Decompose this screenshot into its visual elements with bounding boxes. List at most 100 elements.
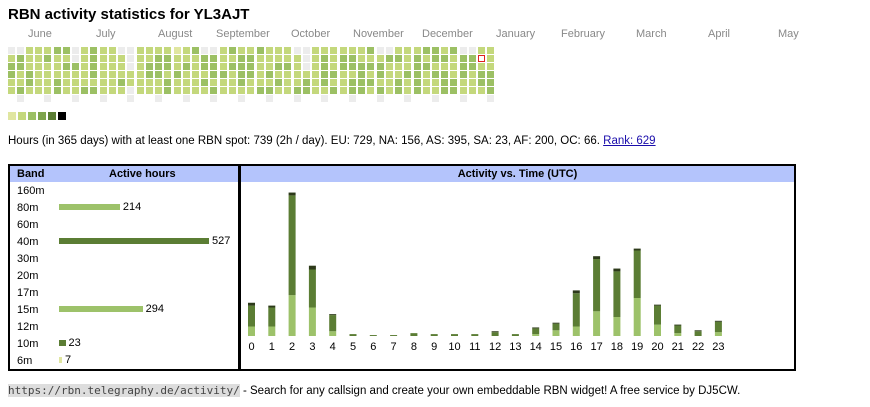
heatmap-day[interactable] (54, 79, 61, 86)
heatmap-day[interactable] (90, 47, 97, 54)
heatmap-day[interactable] (90, 55, 97, 62)
heatmap-day[interactable] (423, 87, 430, 94)
heatmap-day[interactable] (100, 47, 107, 54)
heatmap-day[interactable] (192, 71, 199, 78)
heatmap-day[interactable] (386, 71, 393, 78)
heatmap-day[interactable] (238, 87, 245, 94)
heatmap-day[interactable] (404, 87, 411, 94)
heatmap-day[interactable] (63, 87, 70, 94)
heatmap-day[interactable] (81, 79, 88, 86)
heatmap-day[interactable] (81, 63, 88, 70)
heatmap-day[interactable] (414, 47, 421, 54)
heatmap-day[interactable] (303, 71, 310, 78)
heatmap-day[interactable] (118, 71, 125, 78)
heatmap-day[interactable] (284, 55, 291, 62)
heatmap-day[interactable] (487, 87, 494, 94)
heatmap-day[interactable] (164, 87, 171, 94)
heatmap-day[interactable] (275, 71, 282, 78)
heatmap-day[interactable] (450, 71, 457, 78)
heatmap-day[interactable] (183, 87, 190, 94)
heatmap-day[interactable] (340, 79, 347, 86)
heatmap-day[interactable] (72, 55, 79, 62)
heatmap-day[interactable] (358, 55, 365, 62)
heatmap-day[interactable] (183, 55, 190, 62)
heatmap-day[interactable] (432, 71, 439, 78)
heatmap-day[interactable] (192, 47, 199, 54)
heatmap-day[interactable] (146, 63, 153, 70)
heatmap-day[interactable] (238, 63, 245, 70)
heatmap-day[interactable] (257, 55, 264, 62)
heatmap-day[interactable] (109, 55, 116, 62)
heatmap-day[interactable] (294, 79, 301, 86)
heatmap-day[interactable] (404, 95, 411, 102)
heatmap-day[interactable] (17, 55, 24, 62)
heatmap-day[interactable] (72, 87, 79, 94)
heatmap-day[interactable] (257, 63, 264, 70)
heatmap-day[interactable] (460, 79, 467, 86)
heatmap-day[interactable] (164, 47, 171, 54)
heatmap-day[interactable] (469, 63, 476, 70)
heatmap-day[interactable] (192, 79, 199, 86)
heatmap-day[interactable] (127, 47, 134, 54)
heatmap-day[interactable] (109, 47, 116, 54)
heatmap-day[interactable] (26, 47, 33, 54)
heatmap-day[interactable] (404, 47, 411, 54)
heatmap-day[interactable] (432, 95, 439, 102)
heatmap-day[interactable] (367, 47, 374, 54)
heatmap-day[interactable] (17, 95, 24, 102)
heatmap-day[interactable] (220, 55, 227, 62)
heatmap-day[interactable] (229, 47, 236, 54)
heatmap-day[interactable] (118, 55, 125, 62)
heatmap-day[interactable] (386, 55, 393, 62)
heatmap-day[interactable] (460, 47, 467, 54)
heatmap-day[interactable] (349, 55, 356, 62)
heatmap-day[interactable] (247, 55, 254, 62)
heatmap-day[interactable] (238, 55, 245, 62)
heatmap-day[interactable] (257, 71, 264, 78)
heatmap-day[interactable] (35, 71, 42, 78)
heatmap-day[interactable] (54, 55, 61, 62)
heatmap-day[interactable] (44, 87, 51, 94)
heatmap-day[interactable] (201, 71, 208, 78)
heatmap-day[interactable] (414, 87, 421, 94)
heatmap-day[interactable] (100, 63, 107, 70)
heatmap-day[interactable] (460, 71, 467, 78)
heatmap-day[interactable] (54, 87, 61, 94)
heatmap-day[interactable] (164, 55, 171, 62)
heatmap-day[interactable] (26, 79, 33, 86)
heatmap-day[interactable] (303, 63, 310, 70)
heatmap-day[interactable] (487, 63, 494, 70)
heatmap-day[interactable] (450, 55, 457, 62)
heatmap-day[interactable] (54, 47, 61, 54)
heatmap-day[interactable] (349, 71, 356, 78)
heatmap-day[interactable] (54, 71, 61, 78)
heatmap-day[interactable] (174, 55, 181, 62)
heatmap-day[interactable] (441, 71, 448, 78)
heatmap-day[interactable] (321, 71, 328, 78)
heatmap-day[interactable] (303, 87, 310, 94)
heatmap-day[interactable] (247, 87, 254, 94)
heatmap-day[interactable] (469, 47, 476, 54)
heatmap-day[interactable] (35, 63, 42, 70)
heatmap-day[interactable] (17, 63, 24, 70)
heatmap-day[interactable] (367, 71, 374, 78)
heatmap-day[interactable] (386, 87, 393, 94)
heatmap-day[interactable] (377, 87, 384, 94)
heatmap-day[interactable] (90, 71, 97, 78)
heatmap-day[interactable] (63, 47, 70, 54)
heatmap-day[interactable] (478, 79, 485, 86)
heatmap-day[interactable] (201, 47, 208, 54)
heatmap-day[interactable] (284, 79, 291, 86)
heatmap-day[interactable] (17, 71, 24, 78)
heatmap-day[interactable] (44, 55, 51, 62)
heatmap-day[interactable] (367, 87, 374, 94)
heatmap-day[interactable] (349, 87, 356, 94)
heatmap-day[interactable] (284, 87, 291, 94)
heatmap-day[interactable] (367, 79, 374, 86)
heatmap-day[interactable] (72, 79, 79, 86)
heatmap-day[interactable] (201, 79, 208, 86)
heatmap-day[interactable] (321, 55, 328, 62)
heatmap-day[interactable] (469, 79, 476, 86)
heatmap-day[interactable] (487, 71, 494, 78)
heatmap-day[interactable] (26, 55, 33, 62)
